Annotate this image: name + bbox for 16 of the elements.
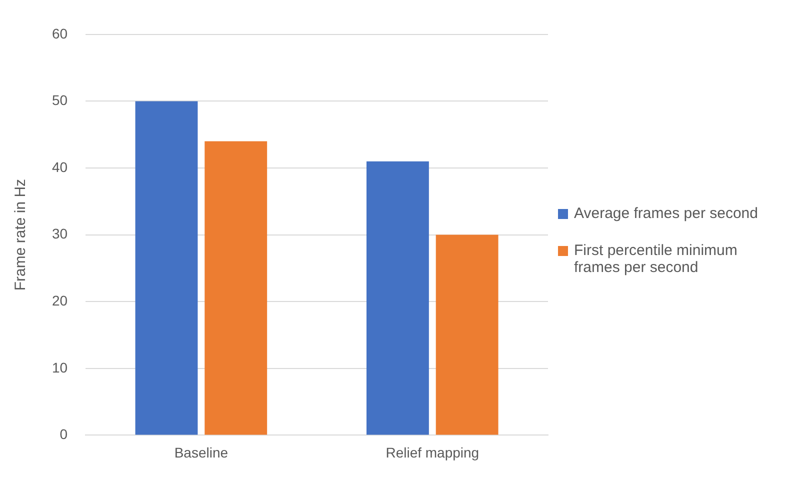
y-axis-title: Frame rate in Hz [12,178,30,291]
bar [366,161,429,435]
legend-label: Average frames per second [574,204,758,222]
x-tick-label: Baseline [174,444,228,460]
y-tick-label: 10 [52,359,68,376]
legend-label: First percentile minimum frames per second [574,242,738,276]
bar [204,141,268,435]
y-tick-label: 30 [52,226,68,242]
y-tick-label: 50 [52,92,68,108]
y-tick-label: 40 [52,158,68,175]
y-tick-label: 0 [60,426,68,442]
x-tick-label: Relief mapping [386,444,480,460]
bar [436,234,498,435]
y-tick-label: 60 [52,25,68,42]
y-tick-label: 20 [52,292,68,308]
bar [135,101,198,435]
